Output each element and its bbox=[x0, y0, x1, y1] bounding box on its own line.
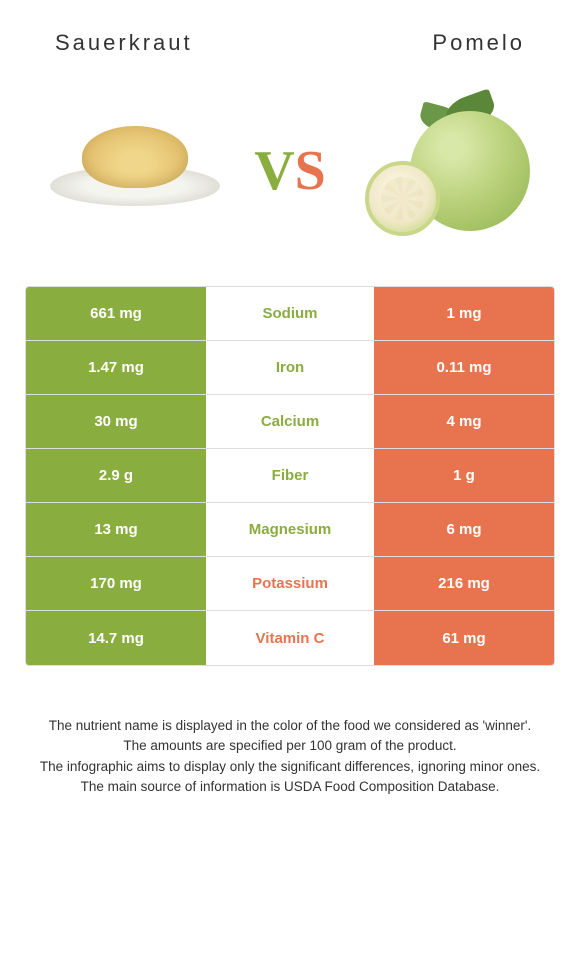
table-row: 14.7 mgVitamin C61 mg bbox=[26, 611, 554, 665]
table-row: 30 mgCalcium4 mg bbox=[26, 395, 554, 449]
header: Sauerkraut Pomelo bbox=[25, 20, 555, 76]
vs-label: VS bbox=[254, 139, 326, 203]
left-food-title: Sauerkraut bbox=[55, 30, 193, 56]
table-row: 13 mgMagnesium6 mg bbox=[26, 503, 554, 557]
nutrient-label: Magnesium bbox=[206, 503, 374, 556]
nutrient-label: Potassium bbox=[206, 557, 374, 610]
right-value: 61 mg bbox=[374, 611, 554, 665]
footer-line: The infographic aims to display only the… bbox=[35, 757, 545, 777]
footer-line: The main source of information is USDA F… bbox=[35, 777, 545, 797]
table-row: 661 mgSodium1 mg bbox=[26, 287, 554, 341]
left-food-image bbox=[45, 91, 225, 251]
nutrient-label: Fiber bbox=[206, 449, 374, 502]
sauerkraut-illustration bbox=[50, 136, 220, 206]
nutrient-label: Vitamin C bbox=[206, 611, 374, 665]
nutrient-label: Iron bbox=[206, 341, 374, 394]
footer-line: The amounts are specified per 100 gram o… bbox=[35, 736, 545, 756]
right-value: 0.11 mg bbox=[374, 341, 554, 394]
left-value: 14.7 mg bbox=[26, 611, 206, 665]
left-value: 170 mg bbox=[26, 557, 206, 610]
left-value: 13 mg bbox=[26, 503, 206, 556]
nutrient-table: 661 mgSodium1 mg1.47 mgIron0.11 mg30 mgC… bbox=[25, 286, 555, 666]
footer-notes: The nutrient name is displayed in the co… bbox=[25, 716, 555, 797]
right-value: 216 mg bbox=[374, 557, 554, 610]
right-value: 1 g bbox=[374, 449, 554, 502]
right-food-image bbox=[355, 91, 535, 251]
footer-line: The nutrient name is displayed in the co… bbox=[35, 716, 545, 736]
right-food-title: Pomelo bbox=[432, 30, 525, 56]
left-value: 2.9 g bbox=[26, 449, 206, 502]
right-value: 6 mg bbox=[374, 503, 554, 556]
table-row: 2.9 gFiber1 g bbox=[26, 449, 554, 503]
nutrient-label: Calcium bbox=[206, 395, 374, 448]
images-row: VS bbox=[25, 76, 555, 286]
nutrient-label: Sodium bbox=[206, 287, 374, 340]
left-value: 1.47 mg bbox=[26, 341, 206, 394]
right-value: 4 mg bbox=[374, 395, 554, 448]
pomelo-illustration bbox=[360, 91, 530, 251]
right-value: 1 mg bbox=[374, 287, 554, 340]
table-row: 1.47 mgIron0.11 mg bbox=[26, 341, 554, 395]
table-row: 170 mgPotassium216 mg bbox=[26, 557, 554, 611]
left-value: 30 mg bbox=[26, 395, 206, 448]
left-value: 661 mg bbox=[26, 287, 206, 340]
